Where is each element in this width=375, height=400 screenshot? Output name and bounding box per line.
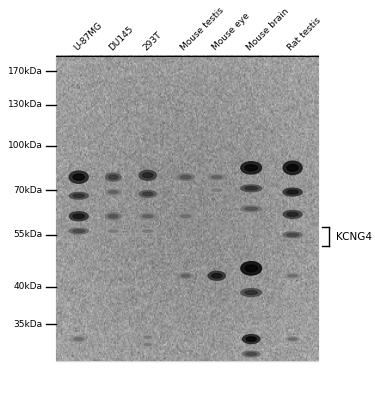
Ellipse shape [208,188,225,192]
Ellipse shape [208,174,225,180]
Ellipse shape [208,271,225,280]
Ellipse shape [71,336,87,342]
Ellipse shape [241,206,261,212]
Ellipse shape [139,214,156,219]
Ellipse shape [109,230,118,232]
Ellipse shape [105,213,121,220]
Text: DU145: DU145 [107,24,135,52]
Ellipse shape [246,352,256,355]
Ellipse shape [180,176,191,179]
Ellipse shape [287,164,298,171]
Text: Mouse eye: Mouse eye [210,12,251,52]
Text: 130kDa: 130kDa [8,100,42,109]
Ellipse shape [73,230,84,232]
Ellipse shape [287,234,298,236]
Ellipse shape [142,335,154,339]
Ellipse shape [182,274,190,277]
Ellipse shape [69,228,88,234]
Ellipse shape [286,337,300,341]
Ellipse shape [69,192,88,199]
Ellipse shape [245,165,257,171]
Ellipse shape [105,189,121,195]
Text: 40kDa: 40kDa [13,282,42,292]
Ellipse shape [243,334,260,344]
Ellipse shape [144,336,152,338]
Ellipse shape [245,265,257,272]
Ellipse shape [74,338,83,340]
Ellipse shape [241,289,261,296]
Text: U-87MG: U-87MG [72,21,104,52]
Ellipse shape [283,210,302,218]
Ellipse shape [245,187,257,190]
Ellipse shape [283,188,302,196]
Ellipse shape [109,214,118,218]
Ellipse shape [105,229,121,233]
Ellipse shape [73,194,84,198]
Ellipse shape [69,171,88,183]
Ellipse shape [139,229,156,233]
Text: Mouse brain: Mouse brain [245,7,291,52]
Ellipse shape [241,185,261,192]
Text: 100kDa: 100kDa [8,141,42,150]
Ellipse shape [287,212,298,216]
Text: KCNG4: KCNG4 [336,232,372,242]
Text: 70kDa: 70kDa [13,186,42,195]
Ellipse shape [211,274,222,278]
Ellipse shape [142,192,153,196]
Text: 170kDa: 170kDa [8,66,42,76]
Ellipse shape [283,161,302,174]
Ellipse shape [73,174,84,180]
Ellipse shape [73,214,84,218]
Text: Mouse testis: Mouse testis [179,6,226,52]
Ellipse shape [139,190,156,197]
Ellipse shape [180,215,191,218]
Ellipse shape [69,212,88,221]
Ellipse shape [109,175,118,179]
Ellipse shape [241,262,261,275]
Ellipse shape [142,343,154,347]
Ellipse shape [241,162,261,174]
Ellipse shape [288,275,297,277]
Ellipse shape [246,337,256,341]
Bar [56,56,318,361]
Ellipse shape [142,215,153,218]
Text: 293T: 293T [141,30,164,52]
Text: 35kDa: 35kDa [13,320,42,329]
Ellipse shape [245,290,257,294]
Ellipse shape [288,338,297,340]
Ellipse shape [177,174,194,180]
Ellipse shape [287,190,298,194]
Ellipse shape [105,173,121,181]
Ellipse shape [177,214,194,219]
Ellipse shape [285,274,300,278]
Ellipse shape [283,232,302,238]
Ellipse shape [144,344,152,346]
Ellipse shape [179,273,192,278]
Text: Rat testis: Rat testis [286,16,323,52]
Text: 55kDa: 55kDa [13,230,42,239]
Ellipse shape [142,173,153,178]
Ellipse shape [142,230,153,232]
Ellipse shape [211,176,222,178]
Ellipse shape [139,170,156,180]
Ellipse shape [211,189,222,191]
Ellipse shape [109,191,118,194]
Ellipse shape [243,351,260,357]
Ellipse shape [245,207,257,210]
